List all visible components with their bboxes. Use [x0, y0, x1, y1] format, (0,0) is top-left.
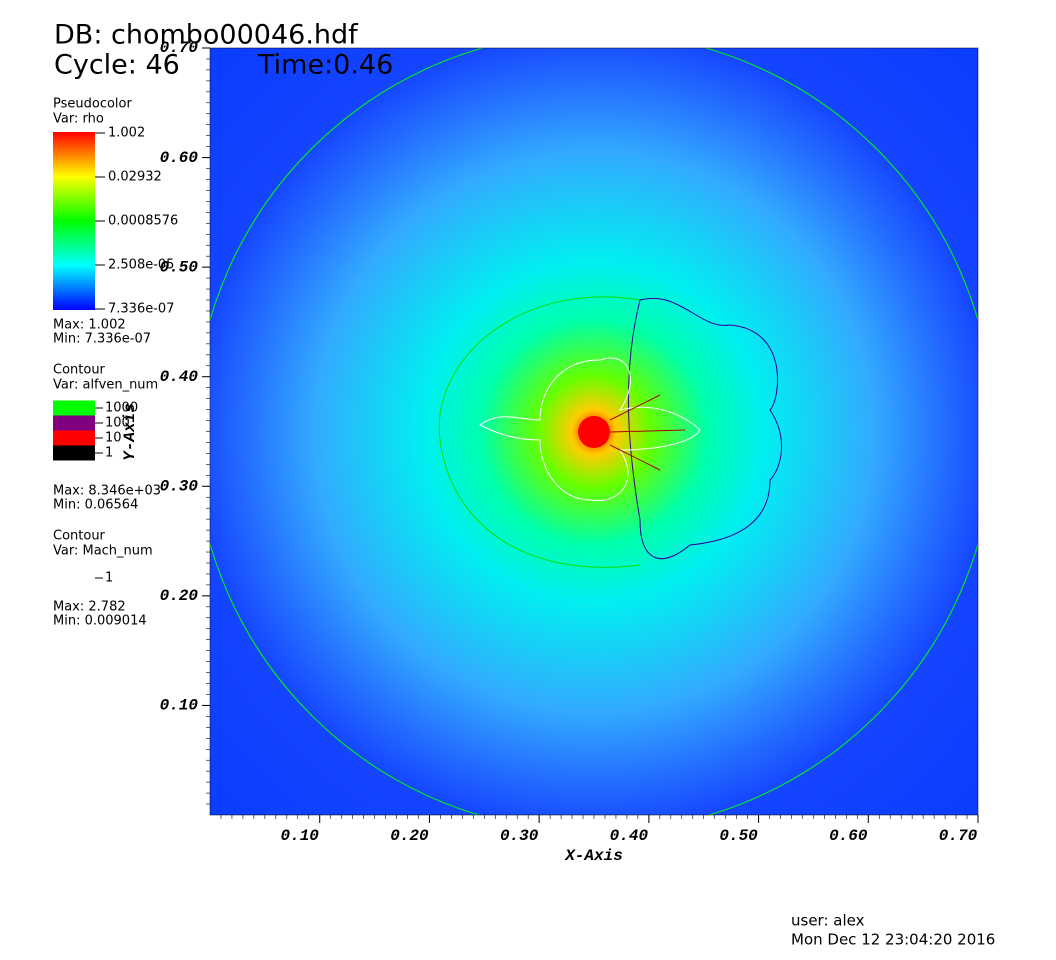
legend-var: Var: alfven_num	[53, 378, 158, 393]
colorbar-labels: 1.002 0.02932 0.0008576 2.508e-05 7.336e-07	[95, 126, 178, 317]
x-tick-label: 0.70	[939, 827, 978, 845]
contour-line	[609, 394, 686, 471]
level-swatch	[53, 400, 95, 416]
contour-line	[627, 297, 783, 560]
y-tick-label: 0.50	[160, 258, 199, 276]
cycle-label: Cycle: 46	[54, 50, 180, 81]
core	[578, 416, 610, 448]
y-tick-label: 0.40	[160, 368, 199, 386]
x-axis-title: X-Axis	[564, 847, 623, 865]
user-label: user: alex	[791, 912, 865, 930]
y-tick-label: 0.60	[160, 149, 199, 167]
x-tick-label: 0.30	[500, 827, 539, 845]
legend-var: Var: Mach_num	[53, 544, 153, 559]
y-tick-label: 0.70	[160, 39, 199, 57]
legend-title: Contour	[53, 529, 106, 544]
x-tick-label: 0.50	[719, 827, 758, 845]
colorbar	[53, 132, 95, 310]
y-axis-title: Y-Axis	[121, 403, 139, 461]
y-tick-label: 0.20	[160, 587, 199, 605]
legend-title: Contour	[53, 363, 106, 378]
level-label: 1	[105, 446, 113, 461]
colorbar-label: 1.002	[108, 126, 145, 141]
x-tick-label: 0.60	[829, 827, 868, 845]
contour-line	[479, 357, 701, 502]
level-label: 100	[105, 416, 130, 431]
colorbar-label: 0.0008576	[108, 214, 178, 229]
colorbar-label: 0.02932	[108, 170, 162, 185]
contour-levels: 1	[95, 571, 113, 586]
legend-min: Min: 7.336e-07	[53, 332, 151, 347]
level-swatch	[53, 445, 95, 461]
legend-max: Max: 1.002	[53, 318, 126, 333]
x-tick-label: 0.10	[281, 827, 320, 845]
legend-min: Min: 0.06564	[53, 498, 138, 513]
y-tick-label: 0.10	[160, 697, 199, 715]
plot-area	[210, 48, 978, 815]
y-tick-label: 0.30	[160, 478, 199, 496]
legend-title: Pseudocolor	[53, 97, 132, 112]
level-label: 10	[105, 431, 122, 446]
contour-line	[438, 296, 641, 568]
legend-max: Max: 2.782	[53, 600, 126, 615]
colorbar-label: 7.336e-07	[108, 302, 174, 317]
level-swatch	[53, 430, 95, 446]
legend-var: Var: rho	[53, 112, 104, 127]
axes: 0.10 0.20 0.30 0.40 0.50 0.60 0.70 0.10 0.20 0.30…	[121, 39, 979, 865]
legend-min: Min: 0.009014	[53, 614, 147, 629]
level-swatch	[53, 415, 95, 431]
time-label: Time:0.46	[257, 50, 393, 81]
level-label: 1	[105, 571, 113, 586]
date-label: Mon Dec 12 23:04:20 2016	[791, 931, 995, 949]
x-tick-label: 0.20	[390, 827, 429, 845]
db-title: DB: chombo00046.hdf	[54, 20, 359, 51]
colorbar-label: 2.508e-05	[108, 258, 174, 273]
x-tick-label: 0.40	[610, 827, 649, 845]
legend-max: Max: 8.346e+03	[53, 484, 161, 499]
level-label: 1000	[105, 401, 138, 416]
